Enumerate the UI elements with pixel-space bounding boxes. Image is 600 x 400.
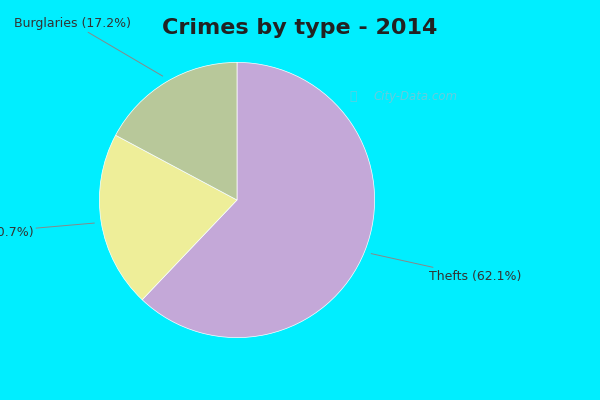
- Wedge shape: [116, 62, 237, 200]
- Text: Burglaries (17.2%): Burglaries (17.2%): [14, 16, 163, 76]
- Text: Assaults (20.7%): Assaults (20.7%): [0, 223, 94, 240]
- Text: City-Data.com: City-Data.com: [373, 90, 457, 103]
- Wedge shape: [142, 62, 374, 338]
- Text: Crimes by type - 2014: Crimes by type - 2014: [163, 18, 437, 38]
- Wedge shape: [100, 135, 237, 300]
- Text: ⦿: ⦿: [350, 90, 358, 103]
- Text: Thefts (62.1%): Thefts (62.1%): [371, 254, 521, 283]
